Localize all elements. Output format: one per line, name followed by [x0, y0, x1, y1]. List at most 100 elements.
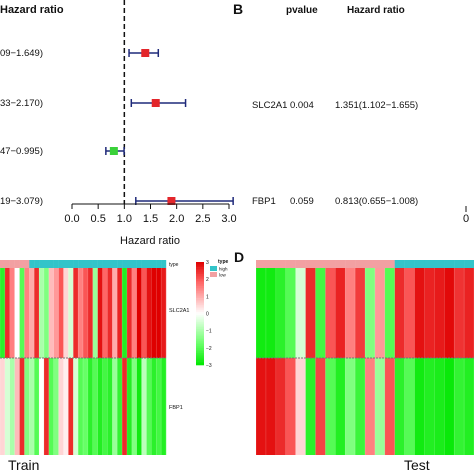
hr-point [167, 197, 176, 205]
annotation-cell [68, 260, 74, 268]
colorbar-segment [196, 335, 204, 338]
heatmap-cell [325, 268, 336, 358]
colorbar-segment [196, 363, 204, 366]
annotation-cell [141, 260, 147, 268]
colorbar-segment [196, 318, 204, 321]
colorbar-segment [196, 301, 204, 304]
heatmap-cell [4, 358, 10, 455]
heatmap-cell [14, 268, 20, 358]
heatmap-cell [256, 358, 267, 455]
heatmap-cell [9, 358, 15, 455]
colorbar-segment [196, 361, 204, 364]
annotation-cell [384, 260, 395, 268]
heatmap-cell [335, 268, 346, 358]
colorbar-segment [196, 358, 204, 361]
heatmap-cell [58, 268, 64, 358]
colorbar-segment [196, 298, 204, 301]
forest-row-label: 09−1.649) [0, 48, 43, 59]
colorbar-segment [196, 267, 204, 270]
heatmap-cell [161, 358, 167, 455]
annotation-cell [295, 260, 306, 268]
colorbar-segment [196, 294, 204, 297]
colorbar-segment [196, 347, 204, 350]
heatmap-cell [97, 358, 103, 455]
heatmap-cell [131, 358, 137, 455]
heatmap-cell [48, 268, 54, 358]
colorbar-segment [196, 327, 204, 330]
heatmap-cell [126, 268, 133, 358]
annotation-cell [454, 260, 465, 268]
annotation-cell [112, 260, 118, 268]
colorbar-segment [196, 287, 204, 290]
heatmap-cell [122, 268, 128, 358]
colorbar-tick-label: 1 [206, 294, 209, 300]
heatmap-cell [19, 358, 25, 455]
annotation-cell [434, 260, 445, 268]
annotation-cell [122, 260, 128, 268]
colorbar-segment [196, 330, 204, 333]
colorbar-segment [196, 311, 204, 314]
colorbar-segment [196, 325, 204, 328]
annotation-cell [58, 260, 64, 268]
heatmap-cell [355, 268, 366, 358]
forest-xlabel: Hazard ratio [120, 235, 180, 247]
colorbar-segment [196, 334, 204, 337]
heatmap-cell [414, 268, 425, 358]
heatmap-cell [102, 268, 108, 358]
colorbar-segment [196, 275, 204, 278]
partial-axis-tick-label: 0 [463, 213, 469, 225]
heatmap-cell [295, 358, 306, 455]
heatmap-cell [335, 358, 346, 455]
annotation-cell [265, 260, 277, 268]
colorbar-segment [196, 356, 204, 359]
annotation-cell [444, 260, 455, 268]
colorbar-segment [196, 277, 204, 280]
panel-letter-b: B [233, 1, 243, 17]
heatmap-cell [424, 268, 435, 358]
heatmap-cell [265, 358, 277, 455]
colorbar-segment [196, 359, 204, 362]
heatmap-cell [107, 358, 113, 455]
annotation-cell [83, 260, 89, 268]
heatmap-cell [146, 358, 152, 455]
heatmap-cell [315, 268, 326, 358]
colorbar-segment [196, 323, 204, 326]
colorbar-tick-label: 2 [206, 277, 209, 283]
annotation-cell [345, 260, 356, 268]
annotation-cell [19, 260, 25, 268]
colorbar-segment [196, 344, 204, 347]
heatmap-cell [68, 358, 74, 455]
heatmap-cell [434, 358, 445, 455]
colorbar-segment [196, 337, 204, 340]
heatmap-cell [444, 358, 455, 455]
annotation-cell [0, 260, 6, 268]
heatmap-cell [29, 358, 35, 455]
heatmap-cell [305, 268, 316, 358]
colorbar-segment [196, 263, 204, 266]
annotation-cell [151, 260, 157, 268]
legend-label-low: low [219, 273, 227, 278]
annotation-cell [43, 260, 50, 268]
heatmap-cell [345, 358, 356, 455]
annotation-cell [374, 260, 386, 268]
table-panel-b: B pvalue Hazard ratio SLC2A1 0.004 1.351… [233, 1, 469, 225]
annotation-cell [146, 260, 152, 268]
heatmap-cell [63, 268, 69, 358]
heatmap-cell [39, 268, 45, 358]
colorbar-segment [196, 262, 204, 265]
column-header-hazard-ratio: Hazard ratio [347, 5, 405, 16]
annotation-cell [464, 260, 474, 268]
heatmap-cell [374, 268, 386, 358]
heatmap-cell [151, 268, 157, 358]
heatmap-cell [285, 268, 296, 358]
colorbar-segment [196, 340, 204, 343]
heatmap-cell [464, 268, 474, 358]
colorbar-segment [196, 265, 204, 268]
annotation-cell [63, 260, 69, 268]
colorbar-segment [196, 268, 204, 271]
colorbar-tick-label: −2 [206, 346, 212, 352]
legend-title-type: type [218, 259, 229, 265]
heatmap-cell [78, 358, 84, 455]
heatmap-cell [9, 268, 15, 358]
